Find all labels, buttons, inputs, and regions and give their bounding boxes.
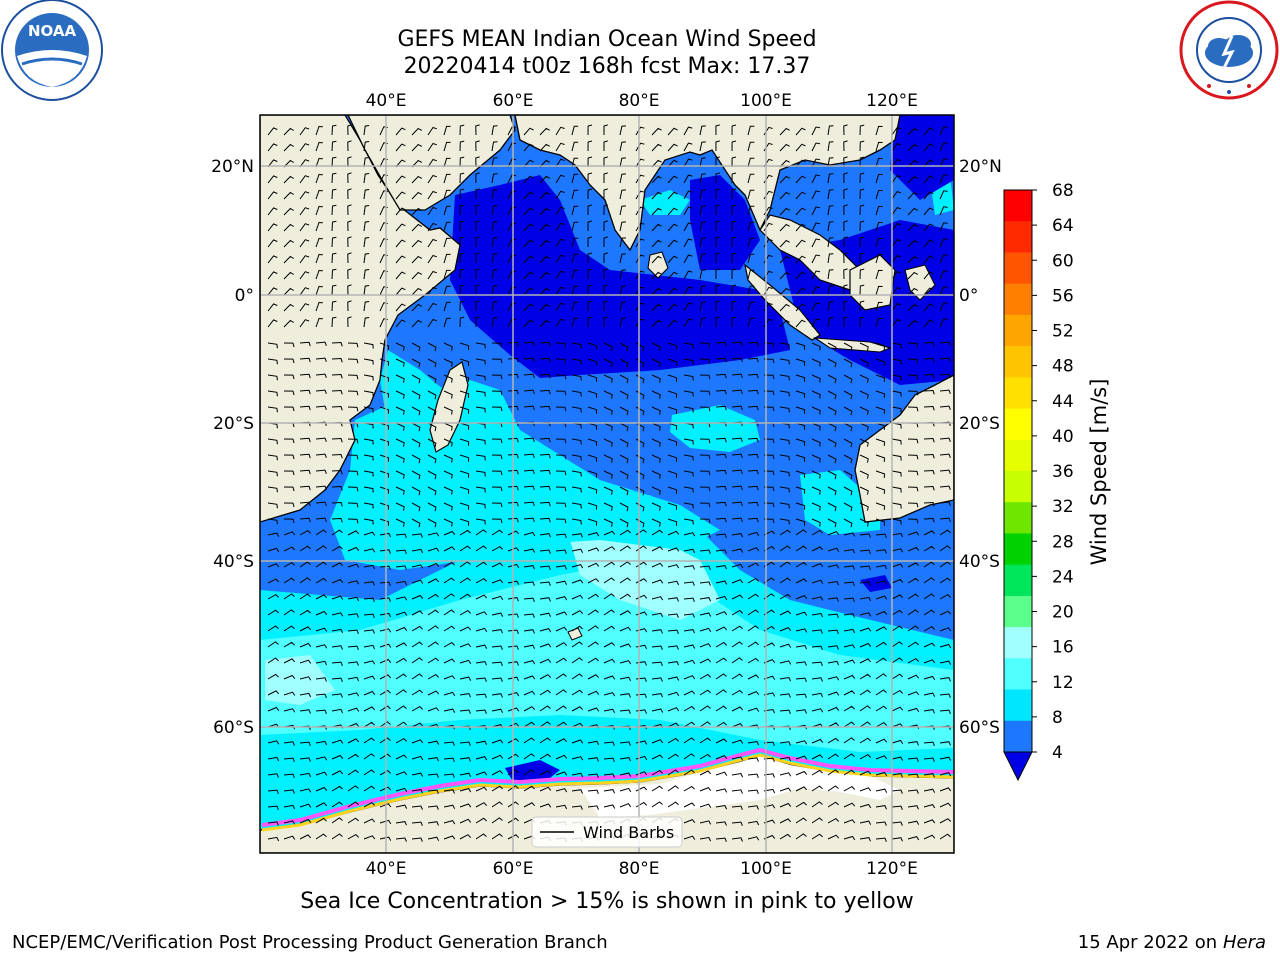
colorbar-segment — [1004, 564, 1032, 597]
lat-label-left: 40°S — [213, 552, 254, 572]
colorbar-tick-label: 24 — [1052, 567, 1074, 587]
footer-date-text: 15 Apr 2022 on — [1077, 932, 1223, 953]
colorbar-tick-label: 28 — [1052, 532, 1074, 552]
wind-barbs-layer — [267, 124, 952, 842]
colorbar-tick-label: 20 — [1052, 603, 1074, 623]
lat-label-right: 40°S — [959, 552, 1000, 572]
map-area — [260, 115, 954, 853]
lon-label-top: 40°E — [366, 91, 407, 111]
colorbar-tick-label: 64 — [1052, 216, 1074, 236]
colorbar-segment — [1004, 658, 1032, 691]
colorbar-segment — [1004, 283, 1032, 316]
wind-band-dark — [690, 175, 760, 270]
colorbar-segment — [1004, 502, 1032, 534]
colorbar-tick-label: 8 — [1052, 708, 1063, 728]
lat-label-right: 20°S — [959, 414, 1000, 434]
nws-logo — [1179, 0, 1279, 100]
wind-band-cyan — [640, 190, 690, 215]
colorbar-tick-label: 36 — [1052, 462, 1074, 482]
colorbar-segment — [1004, 533, 1032, 566]
right-lat-labels: 20°N 0° 20°S 40°S 60°S — [959, 157, 1002, 738]
lat-label-right: 60°S — [959, 718, 1000, 738]
wind-band-cyan — [800, 470, 880, 535]
colorbar-segment — [1004, 720, 1032, 753]
lon-label-bottom: 60°E — [493, 859, 534, 879]
colorbar-segment — [1004, 471, 1032, 503]
land-madagascar — [429, 361, 469, 453]
colorbar-segment — [1004, 190, 1032, 222]
lat-label-left: 20°N — [211, 157, 254, 177]
colorbar-tick-label: 4 — [1052, 743, 1063, 763]
colorbar-segment — [1004, 439, 1032, 472]
lon-label-bottom: 100°E — [740, 859, 792, 879]
sea-ice-edge — [261, 753, 954, 832]
footer-credit: NCEP/EMC/Verification Post Processing Pr… — [12, 932, 608, 953]
footer-host: Hera — [1222, 932, 1266, 953]
wind-band-pale — [265, 655, 335, 705]
noaa-logo-text: NOAA — [28, 22, 77, 40]
colorbar-segment — [1004, 377, 1032, 410]
colorbar-tick-label: 56 — [1052, 286, 1074, 306]
colorbar-tick-label: 52 — [1052, 322, 1074, 342]
sea-ice-edge — [261, 747, 954, 827]
lon-label-top: 120°E — [866, 91, 918, 111]
lat-label-right: 20°N — [959, 157, 1002, 177]
lon-label-top: 100°E — [740, 91, 792, 111]
left-lat-labels: 20°N 0° 20°S 40°S 60°S — [211, 157, 254, 738]
land-sri-lanka — [647, 251, 669, 279]
colorbar-segment — [1004, 627, 1032, 659]
land-australia — [854, 374, 954, 523]
lat-label-left: 20°S — [213, 414, 254, 434]
lon-label-top: 80°E — [619, 91, 660, 111]
colorbar-segment — [1004, 221, 1032, 253]
land-java — [812, 337, 892, 353]
lat-label-left: 0° — [235, 286, 254, 306]
colorbar-extend — [1003, 751, 1033, 782]
colorbar-segment — [1004, 689, 1032, 722]
map-frame — [259, 114, 955, 854]
noaa-logo: NOAA — [1, 0, 103, 101]
colorbar-tick-label: 12 — [1052, 673, 1074, 693]
colorbar-segment — [1004, 252, 1032, 285]
colorbar-segment — [1004, 314, 1032, 347]
top-lon-labels: 40°E 60°E 80°E 100°E 120°E — [366, 91, 918, 111]
colorbar-segment — [1004, 346, 1032, 378]
lon-label-bottom: 80°E — [619, 859, 660, 879]
map-title: GEFS MEAN Indian Ocean Wind Speed — [397, 27, 817, 52]
wind-barb-glyphs — [267, 124, 952, 842]
map-legend: Wind Barbs — [531, 816, 683, 848]
colorbar-tick-label: 48 — [1052, 357, 1074, 377]
footer-date: 15 Apr 2022 on Hera — [1078, 932, 1266, 953]
map-subtitle: 20220414 t00z 168h fcst Max: 17.37 — [403, 54, 811, 79]
graticule — [260, 115, 954, 853]
colorbar-tick-label: 68 — [1052, 181, 1074, 201]
colorbar-tick-label: 16 — [1052, 638, 1074, 658]
wind-band-pale — [570, 530, 720, 620]
wind-band-light — [260, 560, 954, 752]
wind-band-cyan — [380, 350, 450, 430]
colorbar-label: Wind Speed [m/s] — [1087, 379, 1111, 566]
lon-label-bottom: 40°E — [366, 859, 407, 879]
legend-label: Wind Barbs — [583, 823, 674, 842]
colorbar-segment — [1004, 408, 1032, 441]
wind-band-dark — [450, 175, 790, 378]
colorbar: 68 64 60 56 52 48 44 40 36 32 28 24 20 16 12 8 4 — [1003, 181, 1074, 782]
colorbar-tick-label: 44 — [1052, 392, 1074, 412]
bottom-lon-labels: 40°E 60°E 80°E 100°E 120°E — [366, 859, 918, 879]
lat-label-right: 0° — [959, 286, 978, 306]
colorbar-tick-label: 60 — [1052, 251, 1074, 271]
sea-ice-caption: Sea Ice Concentration > 15% is shown in … — [300, 889, 914, 914]
wind-band-dark — [890, 115, 954, 200]
lon-label-bottom: 120°E — [866, 859, 918, 879]
colorbar-segment — [1004, 595, 1032, 628]
wind-band-dark — [860, 575, 892, 592]
colorbar-tick-label: 32 — [1052, 497, 1074, 517]
colorbar-tick-label: 40 — [1052, 427, 1074, 447]
lon-label-top: 60°E — [493, 91, 534, 111]
lat-label-left: 60°S — [213, 718, 254, 738]
wind-band-cyan — [330, 380, 720, 570]
land-asia — [514, 115, 901, 252]
